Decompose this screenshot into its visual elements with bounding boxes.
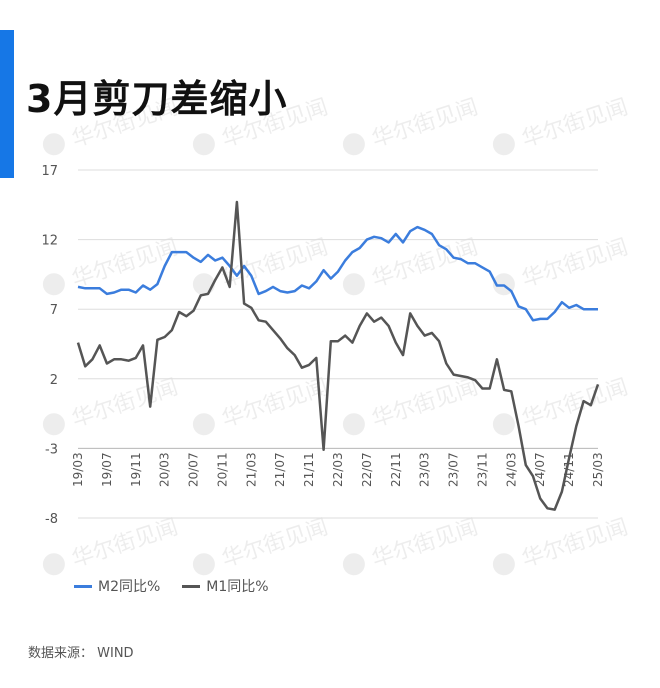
x-tick-label: 22/07 xyxy=(360,452,374,487)
y-tick-label: 17 xyxy=(41,164,58,179)
x-tick-label: 25/03 xyxy=(591,452,605,487)
title-accent-bar xyxy=(0,30,14,178)
chart-title: 3月剪刀差缩小 xyxy=(26,77,288,121)
legend-label-m2: M2同比% xyxy=(98,579,161,595)
y-tick-label: -3 xyxy=(45,442,58,457)
legend: M2同比% M1同比% xyxy=(74,576,269,596)
x-tick-label: 22/11 xyxy=(389,452,403,487)
x-tick-label: 24/03 xyxy=(504,452,518,487)
legend-label-m1: M1同比% xyxy=(206,579,269,595)
data-source-note: 数据来源： WIND xyxy=(28,646,134,661)
legend-item-m1: M1同比% xyxy=(182,576,269,596)
y-tick-label: 2 xyxy=(50,373,58,388)
x-tick-label: 21/03 xyxy=(244,452,258,487)
x-tick-label: 23/03 xyxy=(418,452,432,487)
x-tick-label: 21/11 xyxy=(302,452,316,487)
x-tick-label: 20/03 xyxy=(158,452,172,487)
y-tick-label: 7 xyxy=(50,303,58,318)
legend-item-m2: M2同比% xyxy=(74,576,160,596)
y-tick-label: 12 xyxy=(41,234,58,249)
legend-swatch-m2 xyxy=(74,584,92,588)
x-tick-label: 20/07 xyxy=(187,452,201,487)
x-tick-label: 23/07 xyxy=(447,452,461,487)
x-tick-label: 23/11 xyxy=(475,452,489,487)
x-tick-label: 22/03 xyxy=(331,452,345,487)
x-tick-label: 19/11 xyxy=(129,452,143,487)
series-line-m2 xyxy=(77,225,598,322)
x-tick-label: 19/07 xyxy=(100,452,114,487)
x-tick-label: 19/03 xyxy=(71,452,85,487)
x-tick-label: 20/11 xyxy=(215,452,229,487)
legend-swatch-m1 xyxy=(182,584,201,588)
x-tick-label: 21/07 xyxy=(273,452,287,487)
x-tick-label: 24/07 xyxy=(533,452,547,487)
series-line-m1 xyxy=(76,200,600,511)
y-tick-label: -8 xyxy=(45,512,58,527)
